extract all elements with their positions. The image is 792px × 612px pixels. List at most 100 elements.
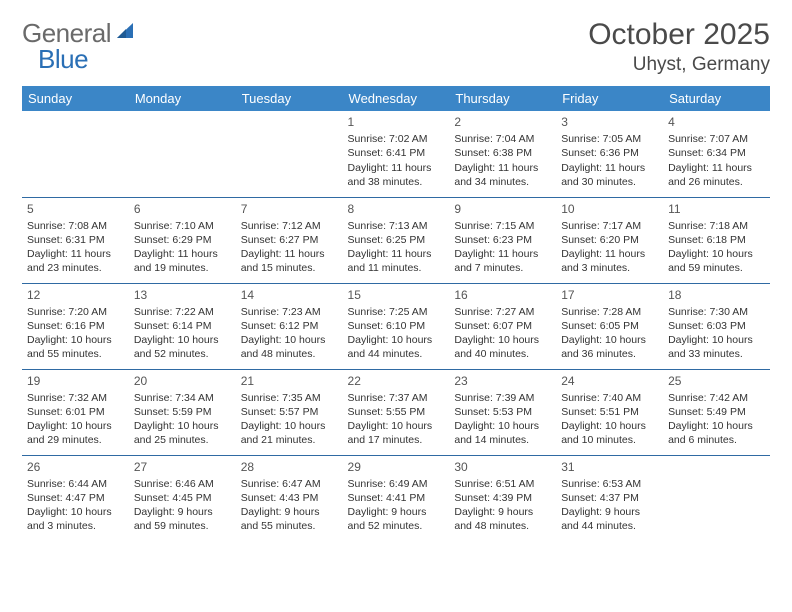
calendar-empty-cell <box>663 455 770 541</box>
weekday-header: Friday <box>556 86 663 111</box>
daylight-line: Daylight: 9 hours and 44 minutes. <box>561 505 658 533</box>
day-number: 21 <box>241 373 338 389</box>
sunset-line: Sunset: 5:49 PM <box>668 405 765 419</box>
sunrise-line: Sunrise: 6:44 AM <box>27 477 124 491</box>
daylight-line: Daylight: 10 hours and 55 minutes. <box>27 333 124 361</box>
calendar-day-cell: 24Sunrise: 7:40 AMSunset: 5:51 PMDayligh… <box>556 369 663 455</box>
calendar-empty-cell <box>129 111 236 197</box>
calendar-day-cell: 8Sunrise: 7:13 AMSunset: 6:25 PMDaylight… <box>343 197 450 283</box>
daylight-line: Daylight: 9 hours and 55 minutes. <box>241 505 338 533</box>
sunset-line: Sunset: 4:43 PM <box>241 491 338 505</box>
sunrise-line: Sunrise: 7:39 AM <box>454 391 551 405</box>
sunrise-line: Sunrise: 7:34 AM <box>134 391 231 405</box>
day-number: 1 <box>348 114 445 130</box>
daylight-line: Daylight: 11 hours and 23 minutes. <box>27 247 124 275</box>
day-number: 19 <box>27 373 124 389</box>
day-number: 4 <box>668 114 765 130</box>
daylight-line: Daylight: 11 hours and 19 minutes. <box>134 247 231 275</box>
daylight-line: Daylight: 11 hours and 7 minutes. <box>454 247 551 275</box>
sunrise-line: Sunrise: 7:17 AM <box>561 219 658 233</box>
day-number: 6 <box>134 201 231 217</box>
daylight-line: Daylight: 9 hours and 59 minutes. <box>134 505 231 533</box>
sunset-line: Sunset: 5:59 PM <box>134 405 231 419</box>
calendar-day-cell: 18Sunrise: 7:30 AMSunset: 6:03 PMDayligh… <box>663 283 770 369</box>
day-number: 23 <box>454 373 551 389</box>
sunset-line: Sunset: 6:31 PM <box>27 233 124 247</box>
calendar-day-cell: 20Sunrise: 7:34 AMSunset: 5:59 PMDayligh… <box>129 369 236 455</box>
weekday-header: Sunday <box>22 86 129 111</box>
daylight-line: Daylight: 11 hours and 38 minutes. <box>348 161 445 189</box>
sunset-line: Sunset: 6:20 PM <box>561 233 658 247</box>
sunrise-line: Sunrise: 7:30 AM <box>668 305 765 319</box>
daylight-line: Daylight: 10 hours and 33 minutes. <box>668 333 765 361</box>
day-number: 27 <box>134 459 231 475</box>
day-number: 20 <box>134 373 231 389</box>
daylight-line: Daylight: 10 hours and 14 minutes. <box>454 419 551 447</box>
calendar-day-cell: 31Sunrise: 6:53 AMSunset: 4:37 PMDayligh… <box>556 455 663 541</box>
month-title: October 2025 <box>588 18 770 52</box>
day-number: 3 <box>561 114 658 130</box>
sunset-line: Sunset: 6:10 PM <box>348 319 445 333</box>
calendar-week-row: 19Sunrise: 7:32 AMSunset: 6:01 PMDayligh… <box>22 369 770 455</box>
sunset-line: Sunset: 5:51 PM <box>561 405 658 419</box>
sunset-line: Sunset: 4:41 PM <box>348 491 445 505</box>
day-number: 22 <box>348 373 445 389</box>
sunrise-line: Sunrise: 7:18 AM <box>668 219 765 233</box>
calendar-day-cell: 3Sunrise: 7:05 AMSunset: 6:36 PMDaylight… <box>556 111 663 197</box>
sunrise-line: Sunrise: 6:49 AM <box>348 477 445 491</box>
daylight-line: Daylight: 10 hours and 17 minutes. <box>348 419 445 447</box>
sunrise-line: Sunrise: 7:40 AM <box>561 391 658 405</box>
sunset-line: Sunset: 4:45 PM <box>134 491 231 505</box>
location-label: Uhyst, Germany <box>588 54 770 76</box>
sunrise-line: Sunrise: 7:35 AM <box>241 391 338 405</box>
sunset-line: Sunset: 6:07 PM <box>454 319 551 333</box>
daylight-line: Daylight: 11 hours and 15 minutes. <box>241 247 338 275</box>
daylight-line: Daylight: 10 hours and 48 minutes. <box>241 333 338 361</box>
sunrise-line: Sunrise: 7:02 AM <box>348 132 445 146</box>
calendar-day-cell: 14Sunrise: 7:23 AMSunset: 6:12 PMDayligh… <box>236 283 343 369</box>
day-number: 5 <box>27 201 124 217</box>
sunrise-line: Sunrise: 6:51 AM <box>454 477 551 491</box>
daylight-line: Daylight: 10 hours and 40 minutes. <box>454 333 551 361</box>
calendar-day-cell: 4Sunrise: 7:07 AMSunset: 6:34 PMDaylight… <box>663 111 770 197</box>
sunrise-line: Sunrise: 7:42 AM <box>668 391 765 405</box>
sunrise-line: Sunrise: 7:27 AM <box>454 305 551 319</box>
day-number: 30 <box>454 459 551 475</box>
calendar-table: SundayMondayTuesdayWednesdayThursdayFrid… <box>22 86 770 541</box>
sunset-line: Sunset: 6:18 PM <box>668 233 765 247</box>
day-number: 15 <box>348 287 445 303</box>
calendar-day-cell: 17Sunrise: 7:28 AMSunset: 6:05 PMDayligh… <box>556 283 663 369</box>
sunset-line: Sunset: 6:38 PM <box>454 146 551 160</box>
sunset-line: Sunset: 6:16 PM <box>27 319 124 333</box>
header: General October 2025 Uhyst, Germany <box>22 18 770 76</box>
sunrise-line: Sunrise: 7:25 AM <box>348 305 445 319</box>
calendar-day-cell: 7Sunrise: 7:12 AMSunset: 6:27 PMDaylight… <box>236 197 343 283</box>
daylight-line: Daylight: 10 hours and 21 minutes. <box>241 419 338 447</box>
calendar-empty-cell <box>236 111 343 197</box>
calendar-day-cell: 15 Sunrise: 7:25 AMSunset: 6:10 PMDayligh… <box>343 283 450 369</box>
title-block: October 2025 Uhyst, Germany <box>588 18 770 76</box>
day-number: 26 <box>27 459 124 475</box>
calendar-day-cell: 13Sunrise: 7:22 AMSunset: 6:14 PMDayligh… <box>129 283 236 369</box>
sunset-line: Sunset: 5:53 PM <box>454 405 551 419</box>
calendar-day-cell: 19Sunrise: 7:32 AMSunset: 6:01 PMDayligh… <box>22 369 129 455</box>
calendar-day-cell: 21Sunrise: 7:35 AMSunset: 5:57 PMDayligh… <box>236 369 343 455</box>
calendar-day-cell: 2Sunrise: 7:04 AMSunset: 6:38 PMDaylight… <box>449 111 556 197</box>
calendar-day-cell: 6Sunrise: 7:10 AMSunset: 6:29 PMDaylight… <box>129 197 236 283</box>
weekday-header: Saturday <box>663 86 770 111</box>
sunrise-line: Sunrise: 7:28 AM <box>561 305 658 319</box>
sunrise-line: Sunrise: 6:53 AM <box>561 477 658 491</box>
weekday-header: Wednesday <box>343 86 450 111</box>
daylight-line: Daylight: 10 hours and 44 minutes. <box>348 333 445 361</box>
sunrise-line: Sunrise: 7:37 AM <box>348 391 445 405</box>
day-number: 12 <box>27 287 124 303</box>
logo-sub: Blue <box>38 44 88 75</box>
sunset-line: Sunset: 6:01 PM <box>27 405 124 419</box>
calendar-day-cell: 26Sunrise: 6:44 AMSunset: 4:47 PMDayligh… <box>22 455 129 541</box>
weekday-header: Monday <box>129 86 236 111</box>
day-number: 9 <box>454 201 551 217</box>
sunset-line: Sunset: 4:39 PM <box>454 491 551 505</box>
sunset-line: Sunset: 6:12 PM <box>241 319 338 333</box>
calendar-day-cell: 10Sunrise: 7:17 AMSunset: 6:20 PMDayligh… <box>556 197 663 283</box>
sunset-line: Sunset: 6:14 PM <box>134 319 231 333</box>
